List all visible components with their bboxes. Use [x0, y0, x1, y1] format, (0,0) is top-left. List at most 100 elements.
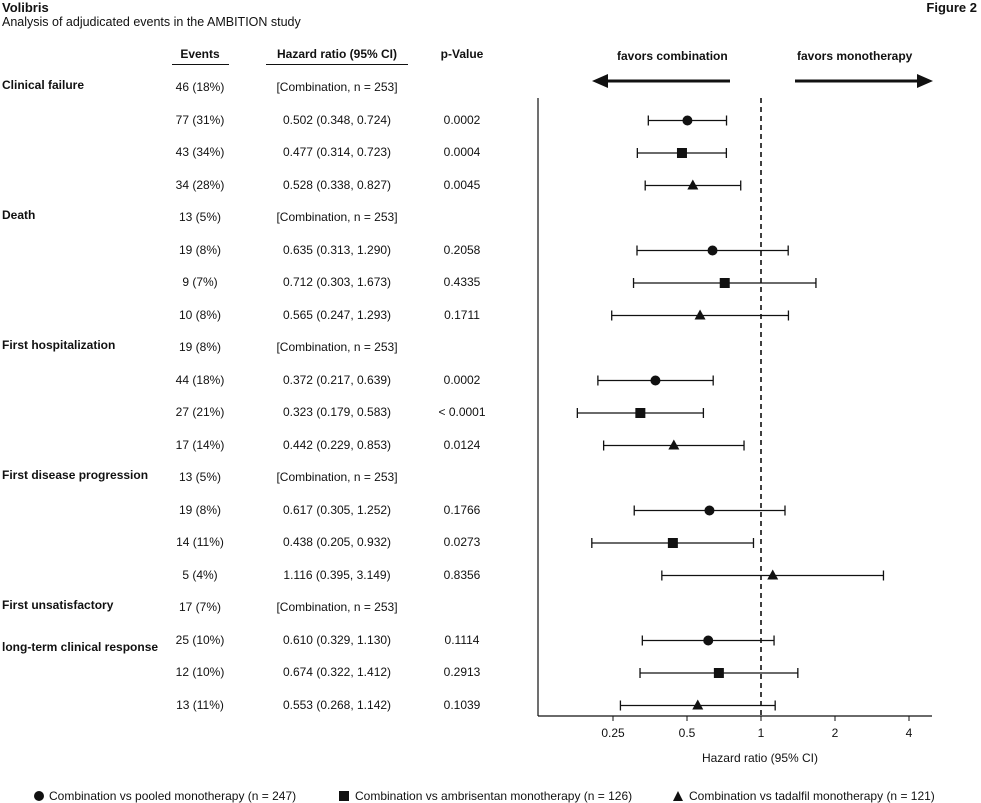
- legend-square-icon: [339, 791, 349, 801]
- events-cell: 17 (7%): [178, 600, 222, 614]
- point-triangle: [692, 699, 704, 710]
- events-cell: 10 (8%): [178, 307, 222, 322]
- x-tick-label: 0.25: [601, 726, 625, 740]
- events-cell: 27 (21%): [175, 405, 225, 419]
- events-cell: 43 (34%): [175, 145, 225, 159]
- p-value-cell: 0.8356: [443, 567, 481, 582]
- point-triangle: [767, 569, 779, 580]
- p-value-cell: 0.1766: [443, 502, 481, 517]
- hazard-ratio-cell: [Combination, n = 253]: [276, 340, 398, 354]
- hazard-ratio-cell: 0.323 (0.179, 0.583): [282, 405, 392, 419]
- hazard-ratio-cell: 0.610 (0.329, 1.130): [282, 632, 392, 647]
- point-triangle: [687, 179, 699, 190]
- p-value-cell: 0.1114: [444, 632, 480, 647]
- legend-item-ambrisentan: Combination vs ambrisentan monotherapy (…: [339, 789, 632, 803]
- events-cell: 19 (8%): [178, 340, 222, 354]
- column-header-events: Events: [180, 47, 220, 61]
- favors-combination-arrowhead: [592, 74, 608, 88]
- p-value-cell: 0.2058: [443, 242, 481, 257]
- point-square: [667, 538, 678, 548]
- figure-label: Figure 2: [926, 0, 977, 15]
- hazard-ratio-cell: 0.553 (0.268, 1.142): [282, 697, 392, 712]
- legend-label: Combination vs ambrisentan monotherapy (…: [355, 789, 633, 803]
- favors-monotherapy-arrowhead: [917, 74, 933, 88]
- events-cell: 44 (18%): [175, 372, 225, 387]
- column-header-events-underline: [172, 64, 229, 65]
- p-value-cell: 0.0002: [443, 112, 481, 127]
- group-label: Clinical failure: [2, 78, 85, 92]
- legend-triangle-icon: [673, 791, 683, 801]
- p-value-cell: 0.4335: [443, 275, 481, 289]
- hazard-ratio-cell: 0.674 (0.322, 1.412): [282, 665, 392, 679]
- hazard-ratio-cell: 0.617 (0.305, 1.252): [282, 502, 392, 517]
- p-value-cell: 0.0002: [443, 372, 481, 387]
- events-cell: 17 (14%): [175, 437, 225, 452]
- hazard-ratio-cell: 0.477 (0.314, 0.723): [282, 145, 392, 159]
- events-cell: 19 (8%): [178, 502, 222, 517]
- events-cell: 12 (10%): [175, 665, 225, 679]
- point-circle: [703, 635, 714, 646]
- point-square: [676, 148, 687, 158]
- events-cell: 5 (4%): [182, 567, 218, 582]
- hazard-ratio-cell: 0.502 (0.348, 0.724): [282, 112, 392, 127]
- point-circle: [650, 375, 661, 386]
- legend-label: Combination vs tadalfil monotherapy (n =…: [689, 789, 935, 803]
- group-label: First unsatisfactory: [2, 598, 114, 612]
- p-value-cell: 0.0004: [443, 145, 481, 159]
- point-square: [713, 668, 724, 678]
- p-value-cell: 0.0273: [443, 535, 481, 549]
- events-cell: 19 (8%): [178, 242, 222, 257]
- point-circle: [707, 245, 718, 256]
- hazard-ratio-cell: 0.712 (0.303, 1.673): [282, 275, 392, 289]
- p-value-cell: 0.1039: [443, 697, 481, 712]
- events-cell: 77 (31%): [175, 112, 225, 127]
- p-value-cell: 0.2913: [443, 665, 481, 679]
- hazard-ratio-cell: 0.438 (0.205, 0.932): [282, 535, 392, 549]
- hazard-ratio-cell: 1.116 (0.395, 3.149): [283, 567, 391, 582]
- x-tick-label: 0.5: [679, 726, 696, 740]
- page-title: Volibris: [2, 0, 49, 15]
- column-header-hazard-ratio-underline: [266, 64, 408, 65]
- hazard-ratio-cell: [Combination, n = 253]: [276, 470, 398, 484]
- p-value-cell: 0.1711: [444, 307, 480, 322]
- p-value-cell: < 0.0001: [438, 405, 486, 419]
- point-square: [719, 278, 730, 288]
- column-header-hazard-ratio: Hazard ratio (95% CI): [276, 47, 398, 61]
- point-circle: [704, 505, 715, 516]
- hazard-ratio-cell: 0.565 (0.247, 1.293): [282, 307, 392, 322]
- events-cell: 13 (5%): [178, 470, 222, 484]
- events-cell: 13 (11%): [176, 697, 224, 712]
- hazard-ratio-cell: 0.442 (0.229, 0.853): [282, 437, 392, 452]
- hazard-ratio-cell: [Combination, n = 253]: [276, 210, 398, 224]
- favors-monotherapy-label: favors monotherapy: [797, 49, 913, 63]
- point-square: [635, 408, 646, 418]
- hazard-ratio-cell: 0.528 (0.338, 0.827): [282, 177, 392, 192]
- events-cell: 34 (28%): [175, 177, 225, 192]
- group-label: First disease progression: [2, 468, 149, 482]
- group-label-line2: long-term clinical response: [2, 640, 159, 654]
- group-label: Death: [2, 208, 36, 222]
- x-tick-label: 1: [758, 726, 765, 740]
- x-tick-label: 4: [906, 726, 913, 740]
- x-axis-label: Hazard ratio (95% CI): [702, 751, 818, 765]
- events-cell: 14 (11%): [176, 535, 224, 549]
- hazard-ratio-cell: [Combination, n = 253]: [276, 600, 398, 614]
- x-tick-label: 2: [832, 726, 839, 740]
- legend-label: Combination vs pooled monotherapy (n = 2…: [49, 789, 297, 803]
- events-cell: 9 (7%): [182, 275, 218, 289]
- events-cell: 13 (5%): [178, 210, 222, 224]
- legend-item-tadalfil: Combination vs tadalfil monotherapy (n =…: [673, 789, 935, 803]
- group-label: First hospitalization: [2, 338, 116, 352]
- column-header-p-value: p-Value: [440, 47, 484, 61]
- point-circle: [682, 115, 693, 126]
- page-subtitle: Analysis of adjudicated events in the AM…: [2, 15, 301, 29]
- hazard-ratio-cell: [Combination, n = 253]: [276, 80, 398, 94]
- events-cell: 46 (18%): [175, 80, 225, 94]
- p-value-cell: 0.0124: [443, 437, 481, 452]
- legend-circle-icon: [34, 791, 44, 801]
- events-cell: 25 (10%): [175, 632, 225, 647]
- legend-item-pooled: Combination vs pooled monotherapy (n = 2…: [34, 789, 296, 803]
- favors-combination-label: favors combination: [617, 49, 728, 63]
- p-value-cell: 0.0045: [443, 177, 481, 192]
